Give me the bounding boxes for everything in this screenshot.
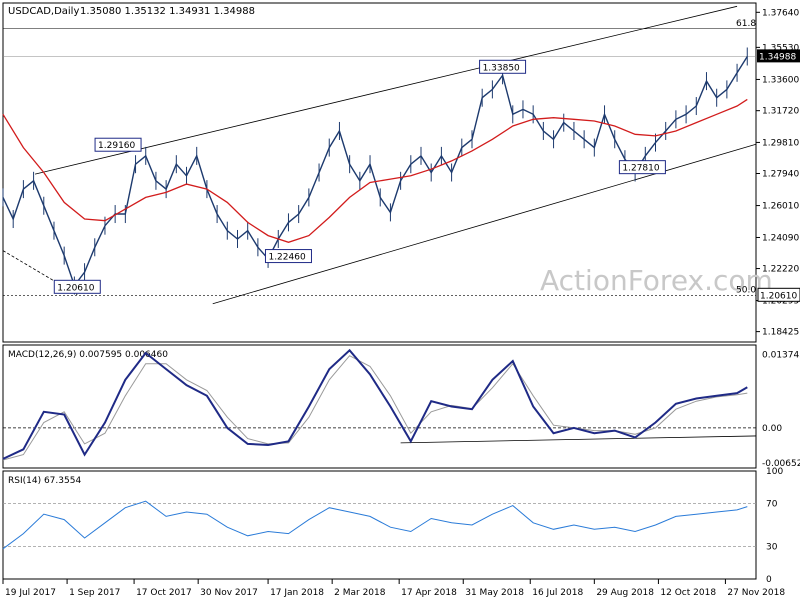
hmark-label-0: 1.20610 [760, 291, 797, 301]
current-price-box [757, 49, 800, 63]
rsi-panel-frame [2, 470, 757, 580]
x-tick-label-0: 19 Jul 2017 [5, 588, 56, 598]
annotation-label-0: 1.20610 [57, 283, 94, 293]
x-tick-label-3: 30 Nov 2017 [200, 588, 258, 598]
symbol-label: USDCAD,Daily [8, 6, 79, 17]
price-ytick-label-8: 1.22220 [762, 265, 799, 275]
x-tick-label-5: 2 Mar 2018 [334, 588, 386, 598]
fib-label-1: 50.0 [736, 285, 756, 295]
rsi-line [2, 500, 748, 550]
x-tick-label-11: 27 Nov 2018 [727, 588, 785, 598]
current-price-label: 1.34988 [759, 52, 796, 62]
price-ytick-label-2: 1.33600 [762, 75, 799, 85]
price-ytick-label-7: 1.24090 [762, 233, 799, 243]
macd-title: MACD(12,26,9) 0.007595 0.006460 [8, 350, 168, 360]
macd-signal-line [2, 355, 748, 461]
price-ytick-label-5: 1.27940 [762, 169, 799, 179]
watermark: ActionForex.com [540, 264, 773, 297]
price-ytick-label-10: 1.18425 [762, 328, 799, 338]
macd-ytick-label-1: 0.00 [762, 424, 782, 434]
price-ytick-label-6: 1.26010 [762, 202, 799, 212]
price-ytick-label-3: 1.31720 [762, 107, 799, 117]
price-ytick-label-4: 1.29810 [762, 138, 799, 148]
x-tick-label-2: 17 Oct 2017 [136, 588, 192, 598]
rsi-ytick-label-0: 100 [766, 467, 783, 477]
label-layer: 1.37640 1.35530 1.33600 1.31720 1.29810 1.279… [5, 8, 800, 598]
annotation-box-0 [53, 279, 101, 294]
x-tick-label-1: 1 Sep 2017 [69, 588, 120, 598]
price-ytick-label-0: 1.37640 [762, 8, 799, 18]
fib-label-0: 61.8 [736, 19, 756, 29]
hmark-box-0 [757, 287, 800, 302]
macd-ytick-label-0: 0.013745 [762, 350, 800, 360]
annotation-box-1 [94, 137, 142, 152]
macd-panel-frame [2, 344, 757, 469]
annotation-label-4: 1.27810 [622, 164, 659, 174]
annotation-label-2: 1.22460 [268, 253, 305, 263]
x-tick-label-8: 16 Jul 2018 [532, 588, 583, 598]
annotation-box-2 [264, 249, 312, 264]
rsi-ytick-label-1: 70 [766, 499, 778, 509]
macd-trend-line [400, 435, 757, 444]
grid-layer [2, 11, 760, 584]
line-layer [2, 5, 757, 550]
x-tick-label-6: 17 Apr 2018 [401, 588, 457, 598]
annotation-label-3: 1.33850 [483, 63, 520, 73]
price-line [2, 56, 748, 287]
x-tick-label-9: 29 Aug 2018 [596, 588, 654, 598]
rsi-title: RSI(14) 67.3554 [8, 476, 81, 486]
price-ytick-label-1: 1.35530 [762, 43, 799, 53]
channel-line-0 [34, 5, 738, 175]
annotation-box-4 [618, 160, 666, 175]
x-tick-label-7: 31 May 2018 [465, 588, 524, 598]
macd-line [2, 348, 748, 460]
ema-line [2, 98, 748, 243]
annotation-box-3 [479, 59, 527, 74]
price-panel-frame [2, 2, 757, 343]
rsi-ytick-label-3: 0 [766, 575, 772, 585]
x-tick-label-10: 12 Oct 2018 [660, 588, 716, 598]
x-tick-label-4: 17 Jan 2018 [270, 588, 324, 598]
rsi-ytick-label-2: 30 [766, 543, 778, 553]
annotation-label-1: 1.29160 [98, 141, 135, 151]
ohlc-label: 1.35080 1.35132 1.34931 1.34988 [80, 6, 255, 17]
